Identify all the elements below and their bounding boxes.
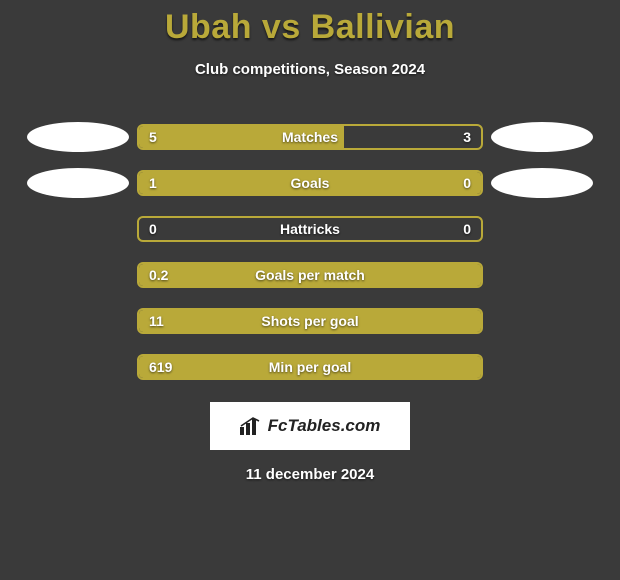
brand-badge: FcTables.com: [210, 402, 410, 450]
stat-row: 11 Shots per goal: [0, 298, 620, 344]
stat-value-right: 0: [463, 221, 471, 237]
stat-value-left: 0.2: [149, 267, 168, 283]
page-title: Ubah vs Ballivian: [0, 0, 620, 47]
stat-row: 0.2 Goals per match: [0, 252, 620, 298]
stat-row: 0 0 Hattricks: [0, 206, 620, 252]
stat-label: Hattricks: [280, 221, 340, 237]
stat-value-left: 0: [149, 221, 157, 237]
stat-bar: 619 Min per goal: [137, 354, 483, 380]
stat-row: 619 Min per goal: [0, 344, 620, 390]
stat-row: 1 0 Goals: [0, 160, 620, 206]
stat-bar: 0.2 Goals per match: [137, 262, 483, 288]
stat-bar: 5 3 Matches: [137, 124, 483, 150]
stat-label: Min per goal: [269, 359, 351, 375]
stat-value-right: 3: [463, 129, 471, 145]
player-right-badge: [491, 122, 593, 152]
stat-label: Matches: [282, 129, 338, 145]
stat-value-left: 619: [149, 359, 172, 375]
stat-value-left: 5: [149, 129, 157, 145]
stat-label: Shots per goal: [261, 313, 358, 329]
stat-label: Goals per match: [255, 267, 365, 283]
page-subtitle: Club competitions, Season 2024: [0, 61, 620, 78]
stat-value-left: 1: [149, 175, 157, 191]
stat-value-right: 0: [463, 175, 471, 191]
chart-icon: [240, 417, 262, 435]
comparison-chart: 5 3 Matches 1 0 Goals 0 0 Hattricks 0.2 Goals per …: [0, 114, 620, 390]
stat-bar: 1 0 Goals: [137, 170, 483, 196]
brand-text: FcTables.com: [268, 416, 381, 436]
bar-left-fill: [139, 172, 396, 194]
stat-label: Goals: [291, 175, 330, 191]
stat-bar: 0 0 Hattricks: [137, 216, 483, 242]
stat-bar: 11 Shots per goal: [137, 308, 483, 334]
player-left-badge: [27, 122, 129, 152]
footer-date: 11 december 2024: [0, 466, 620, 483]
player-right-badge: [491, 168, 593, 198]
stat-row: 5 3 Matches: [0, 114, 620, 160]
stat-value-left: 11: [149, 313, 164, 329]
player-left-badge: [27, 168, 129, 198]
